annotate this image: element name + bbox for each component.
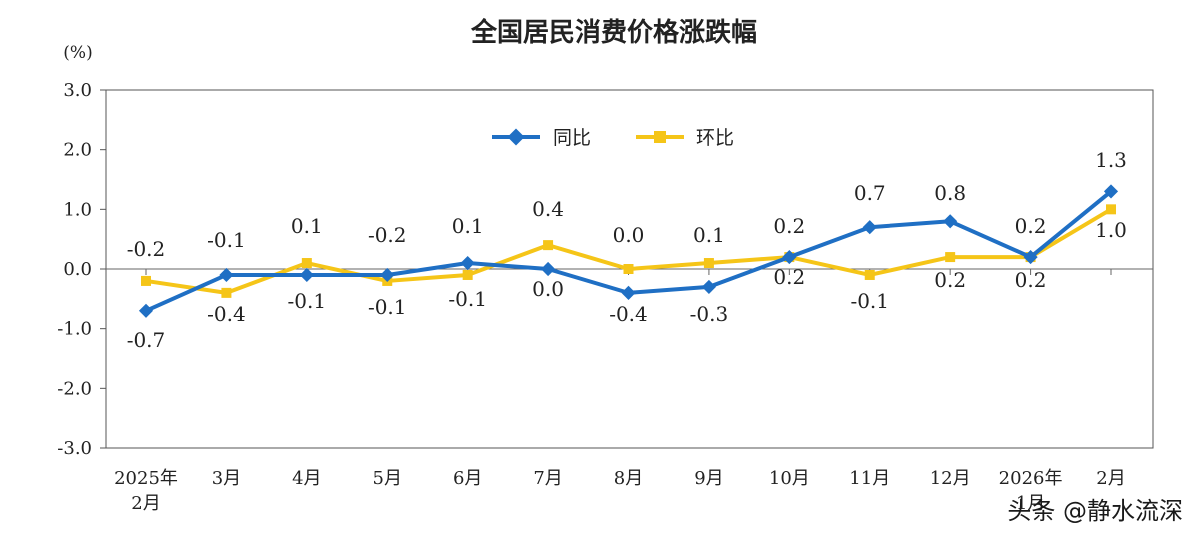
data-label-upper: 0.8 (934, 181, 966, 205)
data-label-lower: 1.0 (1095, 218, 1127, 242)
chart-title: 全国居民消费价格涨跌幅 (470, 17, 757, 48)
x-tick-label: 9月 (694, 468, 723, 489)
x-tick-label: 2月 (131, 493, 160, 514)
x-tick-label: 6月 (453, 468, 482, 489)
yoy-point (138, 303, 154, 318)
data-label-lower: -0.4 (609, 302, 648, 326)
watermark-text: 头条 @静水流深 (1007, 497, 1183, 525)
legend: 同比 环比 (492, 127, 734, 149)
x-tick-label: 2月 (1096, 468, 1125, 489)
x-tick-label: 4月 (292, 468, 321, 489)
data-label-upper: 0.1 (291, 214, 323, 238)
data-label-lower: -0.1 (288, 289, 327, 313)
mom-point (703, 258, 714, 269)
legend-marker-mom (654, 131, 666, 143)
x-tick-label: 2025年 (114, 468, 178, 489)
data-label-lower: -0.7 (127, 328, 166, 352)
y-axis-ticks: 3.0 2.0 1.0 0.0 -1.0 -2.0 -3.0 (57, 80, 106, 459)
data-label-upper: 1.3 (1095, 148, 1127, 172)
mom-point (1106, 204, 1116, 215)
data-label-lower: 0.2 (773, 265, 805, 289)
yoy-point (460, 255, 475, 271)
data-label-upper: 0.0 (613, 223, 645, 247)
data-label-lower: -0.3 (690, 302, 729, 326)
y-tick-label: 1.0 (63, 199, 92, 220)
data-labels: -0.2 -0.7 -0.1 -0.4 0.1 -0.1 -0.2 -0.1 0.1 -0.1 0.… (127, 148, 1127, 352)
y-tick-label: 0.0 (63, 259, 92, 280)
x-tick-label: 7月 (533, 468, 562, 489)
x-tick-label: 5月 (373, 468, 402, 489)
yoy-point (380, 267, 395, 283)
x-tick-label: 12月 (930, 468, 971, 489)
x-tick-label: 8月 (614, 468, 643, 489)
legend-label-yoy: 同比 (553, 127, 591, 149)
data-label-lower: -0.1 (368, 295, 407, 319)
legend-label-mom: 环比 (696, 127, 734, 149)
y-tick-label: -1.0 (57, 319, 92, 340)
x-tick-label: 2026年 (999, 468, 1063, 489)
yoy-point (1023, 249, 1038, 265)
yoy-point (621, 285, 636, 300)
data-label-upper: 0.2 (1015, 214, 1047, 238)
mom-point (301, 258, 312, 269)
data-label-upper: -0.2 (127, 237, 166, 261)
yoy-point (701, 279, 716, 294)
x-tick-label: 10月 (769, 468, 810, 489)
mom-point (221, 287, 232, 298)
yoy-point (299, 267, 314, 283)
yoy-point (1103, 184, 1119, 199)
data-label-lower: -0.1 (850, 289, 889, 313)
yoy-point (943, 214, 958, 229)
y-tick-label: -3.0 (57, 438, 92, 459)
mom-point (864, 269, 875, 280)
mom-point (141, 275, 151, 286)
legend-marker-yoy (507, 128, 525, 146)
mom-point (945, 252, 956, 263)
data-label-upper: 0.1 (452, 214, 484, 238)
yoy-point (219, 267, 234, 283)
x-tick-label: 3月 (212, 468, 241, 489)
mom-point (543, 240, 554, 251)
mom-point (623, 264, 634, 274)
yoy-point (541, 261, 556, 277)
mom-point (462, 269, 473, 280)
y-axis-unit: (%) (63, 43, 92, 63)
data-label-lower: 0.2 (1015, 268, 1047, 292)
data-label-upper: 0.4 (532, 197, 564, 221)
data-label-upper: 0.1 (693, 223, 725, 247)
series-layer (138, 184, 1119, 318)
data-label-upper: 0.7 (854, 181, 886, 205)
x-tick-label: 1月 (1016, 493, 1045, 514)
data-label-upper: -0.2 (368, 223, 407, 247)
y-tick-label: 3.0 (63, 80, 92, 101)
x-axis-ticks: 2025年 2月 3月 4月 5月 6月 7月 8月 9月 10月 11月 12月 2026年 1月 2月 (114, 269, 1126, 514)
data-label-upper: -0.1 (207, 228, 246, 252)
y-tick-label: -2.0 (57, 378, 92, 399)
data-label-lower: -0.4 (207, 302, 246, 326)
data-label-lower: -0.1 (448, 287, 487, 311)
yoy-point (782, 249, 797, 265)
y-tick-label: 2.0 (63, 140, 92, 161)
yoy-point (862, 220, 877, 235)
data-label-lower: 0.0 (532, 277, 564, 301)
data-label-upper: 0.2 (773, 214, 805, 238)
data-label-lower: 0.2 (934, 268, 966, 292)
x-tick-label: 11月 (849, 468, 890, 489)
